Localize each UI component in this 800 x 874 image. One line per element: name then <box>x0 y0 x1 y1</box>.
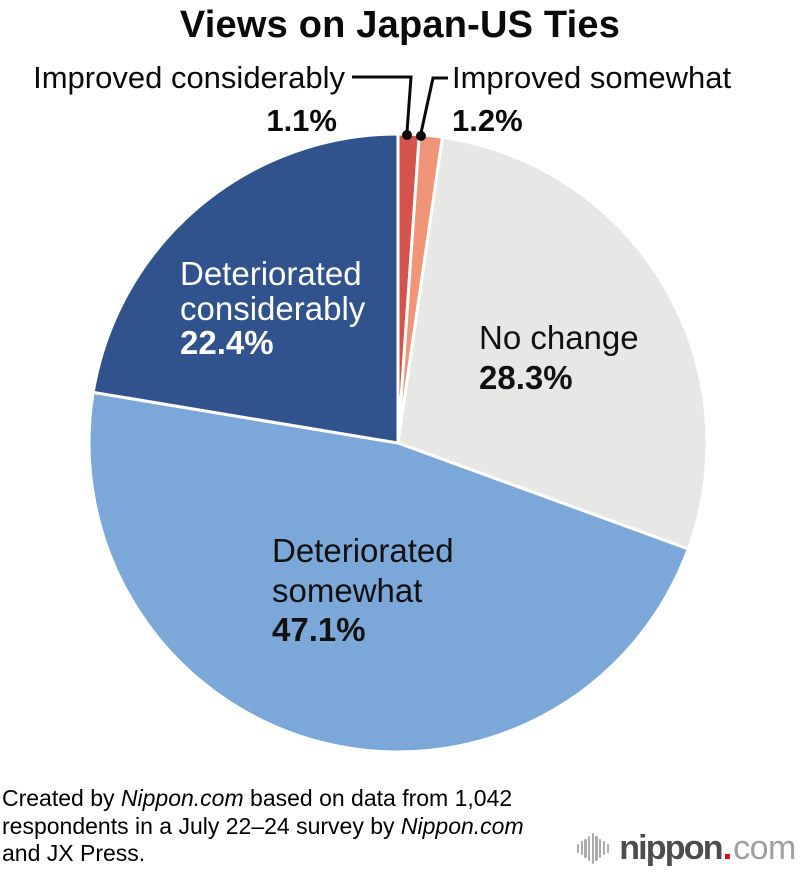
slice-label-deteriorated-considerably: Deteriorated considerably 22.4% <box>180 255 400 361</box>
callout-percent: 1.2% <box>452 103 523 138</box>
source-text: based on data from 1,042 <box>243 785 513 811</box>
source-note-line2: respondents in a July 22–24 survey by Ni… <box>2 813 524 841</box>
source-note-line3: and JX Press. <box>2 840 524 868</box>
callout-text: Improved considerably <box>33 60 345 95</box>
callout-line-improved-considerably <box>352 75 413 133</box>
callout-dot-improved-considerably <box>402 130 412 140</box>
callout-percent: 1.1% <box>266 103 337 138</box>
slice-label-percent: 47.1% <box>272 611 366 648</box>
source-text: and JX Press. <box>2 840 146 866</box>
slice-label-deteriorated-somewhat: Deteriorated somewhat 47.1% <box>272 531 517 650</box>
source-brand-italic: Nippon.com <box>400 812 524 839</box>
slice-label-text: Deteriorated somewhat <box>272 532 454 609</box>
pie-slices <box>87 132 709 754</box>
callout-label-improved-considerably: Improved considerably 1.1% <box>33 56 345 142</box>
slice-label-percent: 28.3% <box>479 359 573 396</box>
source-brand-italic: Nippon.com <box>120 785 244 811</box>
slice-label-no-change: No change 28.3% <box>479 318 639 398</box>
source-text: respondents in a July 22–24 survey by <box>2 812 401 839</box>
nippon-logo-bars-icon <box>577 832 610 864</box>
source-text: Created by <box>2 785 121 811</box>
pie-slice-deteriorated-considerably <box>91 132 400 445</box>
callout-line-improved-somewhat <box>419 76 448 134</box>
callout-text: Improved somewhat <box>452 60 732 95</box>
pie-slice-no-change <box>396 135 709 551</box>
slice-label-text: Deteriorated considerably <box>180 255 366 327</box>
callout-dot-improved-somewhat <box>416 131 426 141</box>
callout-label-improved-somewhat: Improved somewhat 1.2% <box>452 56 731 142</box>
nippon-logo: nippon.com <box>577 827 796 869</box>
source-note: Created by Nippon.com based on data from… <box>2 785 524 868</box>
source-note-line1: Created by Nippon.com based on data from… <box>2 785 524 813</box>
pie-slice-deteriorated-somewhat <box>87 390 690 754</box>
logo-tld: com <box>733 829 796 867</box>
logo-brand: nippon <box>619 829 723 867</box>
logo-red-dot: . <box>722 829 733 867</box>
slice-label-text: No change <box>479 319 639 356</box>
callout-lines <box>352 75 448 141</box>
slice-label-percent: 22.4% <box>180 324 274 361</box>
nippon-logo-text: nippon.com <box>619 827 796 869</box>
chart-title: Views on Japan-US Ties <box>179 4 621 46</box>
